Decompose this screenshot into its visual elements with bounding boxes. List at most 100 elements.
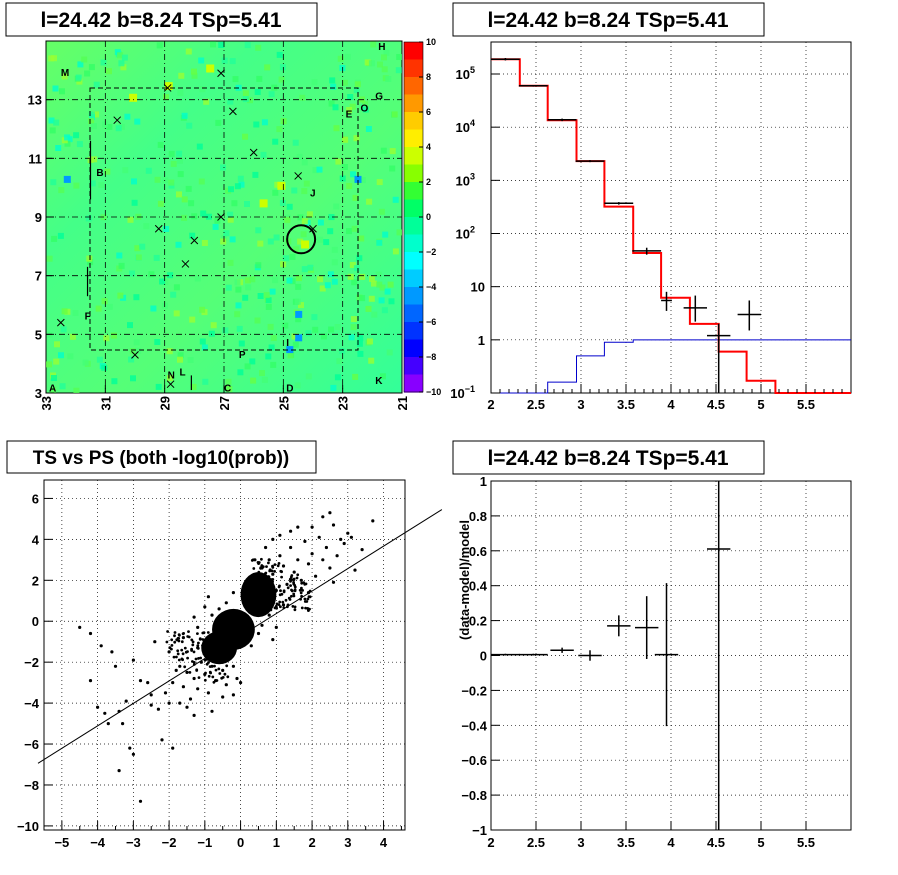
scatter-fit-line bbox=[37, 509, 443, 764]
heatmap-cell bbox=[297, 214, 304, 221]
scatter-point bbox=[273, 570, 276, 573]
heatmap-cell bbox=[357, 335, 364, 342]
heatmap-cell bbox=[188, 200, 195, 207]
x-tick-label: 2.5 bbox=[527, 835, 545, 850]
scatter-point bbox=[191, 660, 194, 663]
x-marker bbox=[190, 236, 199, 245]
heatmap-cell bbox=[341, 79, 348, 86]
x-tick-label: 3.5 bbox=[617, 397, 635, 412]
scatter-point bbox=[259, 566, 262, 570]
scatter-point bbox=[99, 644, 103, 648]
x-tick-label: 3 bbox=[577, 397, 584, 412]
heatmap-cell bbox=[270, 361, 277, 368]
heatmap-cell bbox=[128, 356, 135, 363]
heatmap-cell bbox=[369, 275, 375, 282]
scatter-point bbox=[279, 569, 283, 573]
heatmap-cell bbox=[383, 49, 390, 56]
heatmap-cell bbox=[250, 377, 257, 384]
heatmap-cell bbox=[111, 378, 118, 385]
y-tick-label: −0.4 bbox=[461, 718, 487, 733]
heatmap-cell bbox=[76, 141, 83, 148]
scatter-point bbox=[252, 567, 256, 570]
x-tick-label: 5 bbox=[757, 835, 764, 850]
x-tick-label: 5.5 bbox=[797, 835, 815, 850]
scatter-point bbox=[206, 631, 210, 634]
heatmap-cell bbox=[242, 90, 249, 97]
x-tick-label: −4 bbox=[90, 835, 106, 850]
heatmap-cell bbox=[312, 326, 319, 333]
scatter-point bbox=[292, 592, 296, 596]
heatmap-cell bbox=[388, 298, 395, 305]
heatmap-cell bbox=[359, 295, 366, 302]
heatmap-cell bbox=[333, 203, 340, 210]
heatmap-cell bbox=[96, 356, 103, 363]
scatter-point bbox=[226, 675, 230, 679]
scatter-point bbox=[196, 647, 200, 650]
y-tick-base: 10 bbox=[471, 280, 485, 295]
scatter-point bbox=[187, 630, 190, 633]
x-tick-label: 29 bbox=[158, 396, 173, 410]
heatmap-cell bbox=[238, 181, 245, 188]
colorbar-swatch bbox=[404, 322, 423, 341]
x-marker bbox=[309, 224, 317, 233]
scatter-point bbox=[206, 691, 210, 695]
heatmap-cell bbox=[254, 317, 261, 324]
scatter-point bbox=[289, 584, 292, 587]
heatmap-cell bbox=[168, 179, 175, 186]
heatmap-cell bbox=[124, 113, 131, 120]
scatter-point bbox=[177, 639, 181, 643]
scatter-y-ticks: −10 −8 −6 −4 −2 0 2 4 6 bbox=[17, 491, 53, 834]
scatter-point bbox=[267, 575, 271, 579]
y-tick-label: 9 bbox=[35, 210, 42, 225]
heatmap-cell bbox=[121, 54, 128, 61]
colorbar-swatch bbox=[404, 59, 423, 78]
heatmap-cell bbox=[267, 238, 274, 245]
scatter-point bbox=[191, 640, 195, 644]
scatter-point bbox=[278, 554, 282, 558]
heatmap-cell bbox=[201, 344, 208, 351]
heatmap-cell bbox=[293, 246, 300, 253]
heatmap-cell bbox=[295, 334, 303, 342]
heatmap-cell bbox=[353, 135, 360, 142]
heatmap-cell bbox=[353, 265, 360, 272]
heatmap-cell bbox=[277, 181, 286, 190]
scatter-point bbox=[228, 650, 232, 654]
heatmap-cell bbox=[354, 175, 362, 183]
scatter-point bbox=[292, 570, 296, 574]
scatter-point bbox=[191, 643, 195, 647]
colorbar-swatch bbox=[404, 339, 423, 358]
heatmap-cell bbox=[176, 191, 182, 198]
scatter-point bbox=[225, 664, 229, 668]
scatter-point bbox=[301, 589, 304, 592]
heatmap-cell bbox=[61, 308, 68, 315]
title-residuals: l=24.42 b=8.24 TSp=5.41 bbox=[487, 447, 728, 470]
heatmap-cell bbox=[365, 305, 372, 312]
scatter-point bbox=[181, 685, 185, 689]
heatmap-cell bbox=[201, 240, 208, 246]
heatmap-cell bbox=[148, 271, 155, 278]
source-label: O bbox=[360, 103, 368, 114]
heatmap-cell bbox=[54, 341, 60, 348]
heatmap-cell bbox=[347, 94, 354, 100]
heatmap-cell bbox=[227, 211, 234, 218]
y-tick-label: 0.8 bbox=[469, 509, 487, 524]
heatmap-cell bbox=[176, 150, 183, 157]
heatmap-cell bbox=[333, 125, 340, 132]
heatmap-cell bbox=[244, 42, 251, 49]
scatter-point bbox=[280, 592, 284, 596]
scatter-point bbox=[281, 603, 286, 607]
heatmap-cell bbox=[67, 353, 74, 360]
scatter-point bbox=[211, 641, 215, 645]
scatter-point bbox=[208, 665, 212, 668]
colorbar-tick-label: −4 bbox=[426, 282, 436, 292]
scatter-point bbox=[285, 582, 289, 587]
source-label: P bbox=[239, 350, 246, 361]
heatmap-cell bbox=[368, 357, 375, 364]
scatter-point bbox=[260, 600, 264, 604]
heatmap-cell bbox=[164, 82, 173, 91]
scatter-point bbox=[300, 586, 303, 590]
heatmap-cell bbox=[86, 255, 93, 262]
scatter-point bbox=[88, 631, 93, 636]
scatter-point bbox=[170, 638, 174, 642]
